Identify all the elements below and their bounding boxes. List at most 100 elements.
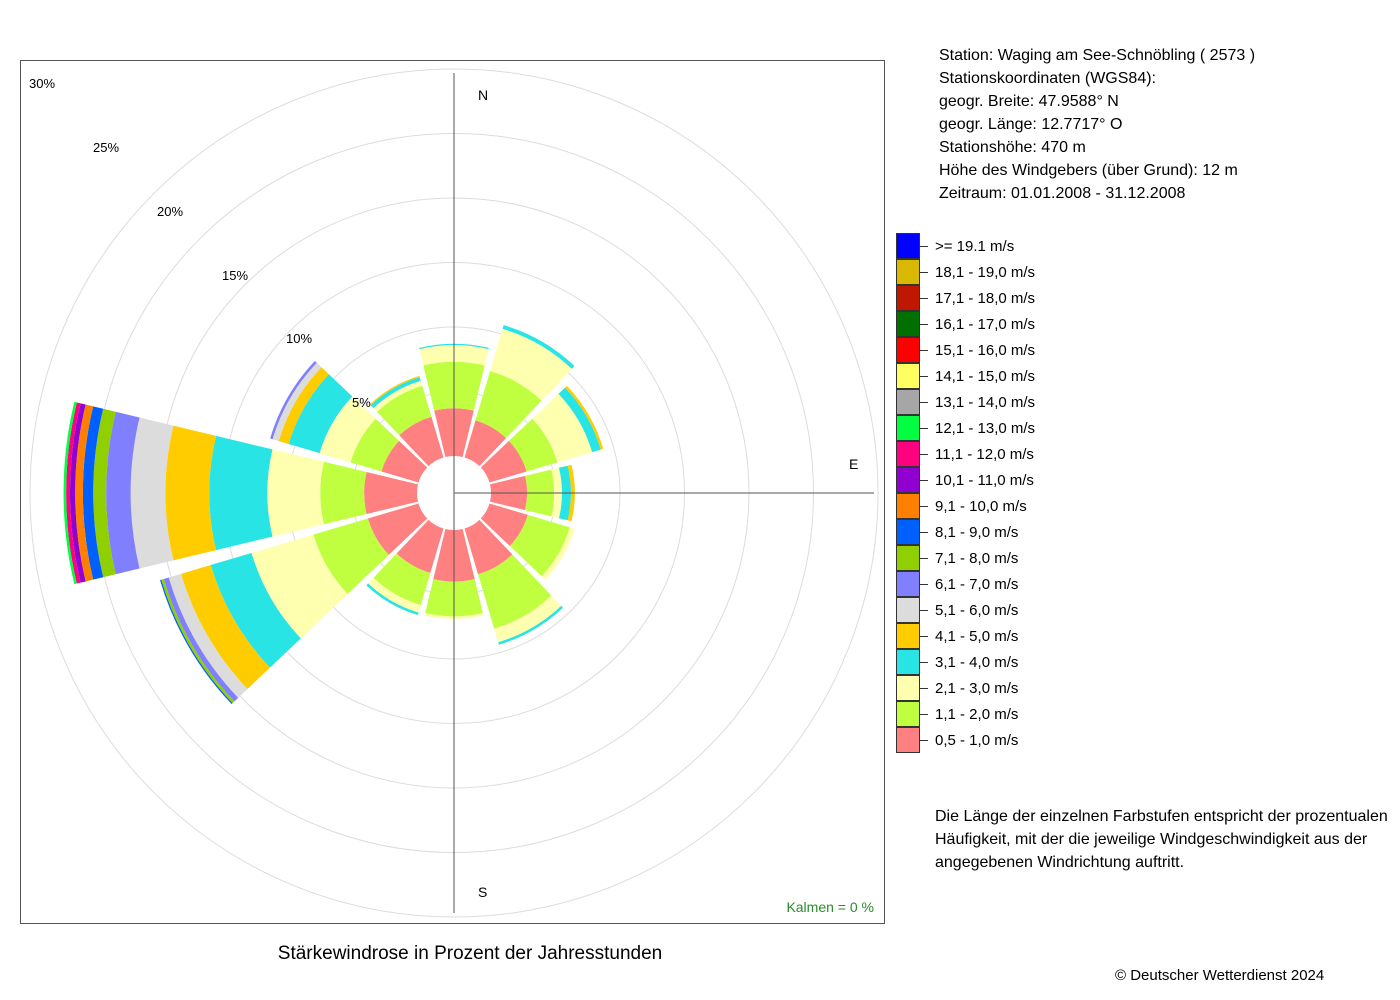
legend-tick — [920, 454, 928, 455]
legend-swatch — [896, 571, 920, 597]
legend-item: 16,1 - 17,0 m/s — [896, 311, 1156, 337]
sector-300-band-5 — [272, 362, 322, 442]
sector-270-band-4 — [165, 425, 217, 561]
ring-label-15: 15% — [222, 268, 248, 283]
legend-item: 3,1 - 4,0 m/s — [896, 649, 1156, 675]
legend-label: 6,1 - 7,0 m/s — [935, 576, 1019, 593]
ring-label-20: 20% — [157, 204, 183, 219]
legend-item: 17,1 - 18,0 m/s — [896, 285, 1156, 311]
sector-300-band-0 — [381, 440, 428, 483]
legend-tick — [920, 584, 928, 585]
sector-240-band-5 — [168, 573, 248, 698]
legend-label: 13,1 - 14,0 m/s — [935, 394, 1036, 411]
sector-240-band-1 — [313, 518, 389, 594]
sector-300-band-4 — [278, 367, 329, 445]
legend-label: >= 19.1 m/s — [935, 238, 1015, 255]
sector-210-band-0 — [396, 519, 444, 574]
legend-label: 1,1 - 2,0 m/s — [935, 706, 1019, 723]
ring-label-30: 30% — [29, 76, 55, 91]
legend-tick — [920, 610, 928, 611]
legend-tick — [920, 246, 928, 247]
legend-swatch — [896, 311, 920, 337]
sector-270-band-5 — [130, 417, 174, 569]
sector-60-band-1 — [508, 418, 558, 472]
sector-300-band-6 — [270, 360, 317, 440]
legend-label: 16,1 - 17,0 m/s — [935, 316, 1036, 333]
sector-330-band-1 — [377, 385, 432, 436]
legend-item: 18,1 - 19,0 m/s — [896, 259, 1156, 285]
legend-item: 9,1 - 10,0 m/s — [896, 493, 1156, 519]
anemometer-height: Höhe des Windgebers (über Grund): 12 m — [939, 162, 1238, 179]
legend-item: >= 19.1 m/s — [896, 233, 1156, 259]
legend-item: 11,1 - 12,0 m/s — [896, 441, 1156, 467]
station-info: Station: Waging am See-Schnöbling ( 2573… — [939, 44, 1255, 205]
sector-270-band-6 — [106, 411, 140, 575]
sector-30-band-3 — [502, 325, 575, 369]
ring-label-25: 25% — [93, 140, 119, 155]
sector-210-band-1 — [373, 553, 431, 606]
legend-swatch — [896, 519, 920, 545]
legend-swatch — [896, 389, 920, 415]
station-coordinates-heading: Stationskoordinaten (WGS84): — [939, 70, 1156, 87]
legend-tick — [920, 662, 928, 663]
sector-330-band-3 — [370, 377, 421, 409]
legend-item: 15,1 - 16,0 m/s — [896, 337, 1156, 363]
legend-item: 5,1 - 6,0 m/s — [896, 597, 1156, 623]
legend-item: 13,1 - 14,0 m/s — [896, 389, 1156, 415]
direction-label-east: E — [849, 456, 858, 472]
legend-swatch — [896, 675, 920, 701]
ring-label-5: 5% — [352, 395, 371, 410]
legend-item: 10,1 - 11,0 m/s — [896, 467, 1156, 493]
legend-label: 18,1 - 19,0 m/s — [935, 264, 1036, 281]
legend-swatch — [896, 701, 920, 727]
sector-270-band-3 — [209, 435, 273, 551]
wind-rose-chart: 5% 10% 15% 20% 25% 30% N E S — [29, 68, 879, 918]
sector-60-band-4 — [565, 385, 604, 450]
legend-tick — [920, 636, 928, 637]
legend-swatch — [896, 441, 920, 467]
station-name: Station: Waging am See-Schnöbling ( 2573… — [939, 47, 1256, 64]
grid-ring-30 — [29, 68, 879, 918]
sector-270-band-12 — [63, 401, 77, 585]
legend-swatch — [896, 649, 920, 675]
legend-item: 8,1 - 9,0 m/s — [896, 519, 1156, 545]
legend-label: 3,1 - 4,0 m/s — [935, 654, 1019, 671]
legend-label: 7,1 - 8,0 m/s — [935, 550, 1019, 567]
legend-tick — [920, 740, 928, 741]
plot-area: 5% 10% 15% 20% 25% 30% N E S — [20, 60, 885, 924]
legend-label: 11,1 - 12,0 m/s — [935, 446, 1034, 463]
sector-30-band-0 — [464, 420, 507, 467]
legend-label: 14,1 - 15,0 m/s — [935, 368, 1036, 385]
legend-tick — [920, 558, 928, 559]
legend-tick — [920, 350, 928, 351]
legend-label: 5,1 - 6,0 m/s — [935, 602, 1019, 619]
sector-150-band-0 — [464, 519, 513, 575]
legend-tick — [920, 428, 928, 429]
sector-150-band-3 — [498, 605, 563, 645]
sector-150-band-2 — [494, 595, 562, 643]
legend-tick — [920, 402, 928, 403]
legend-item: 6,1 - 7,0 m/s — [896, 571, 1156, 597]
copyright: © Deutscher Wetterdienst 2024 — [1115, 967, 1325, 984]
station-longitude: geogr. Länge: 12.7717° O — [939, 116, 1123, 133]
sector-120-band-2 — [541, 527, 575, 580]
legend-swatch — [896, 597, 920, 623]
legend-swatch — [896, 285, 920, 311]
legend-item: 2,1 - 3,0 m/s — [896, 675, 1156, 701]
legend-item: 4,1 - 5,0 m/s — [896, 623, 1156, 649]
legend-item: 1,1 - 2,0 m/s — [896, 701, 1156, 727]
sector-180-band-2 — [424, 613, 484, 620]
sector-0-band-3 — [419, 343, 489, 350]
sector-240-band-4 — [181, 565, 270, 689]
legend-swatch — [896, 623, 920, 649]
note-line: angegebenen Windrichtung auftritt. — [935, 854, 1185, 871]
legend-swatch — [896, 493, 920, 519]
sector-240-band-0 — [367, 503, 428, 555]
sector-330-band-0 — [399, 416, 444, 467]
speed-legend: >= 19.1 m/s 18,1 - 19,0 m/s 17,1 - 18,0 m/… — [896, 233, 1156, 753]
sector-60-band-0 — [480, 440, 527, 483]
legend-swatch — [896, 363, 920, 389]
legend-swatch — [896, 337, 920, 363]
chart-title: Stärkewindrose in Prozent der Jahresstun… — [277, 943, 663, 964]
sector-30-band-2 — [490, 328, 572, 401]
